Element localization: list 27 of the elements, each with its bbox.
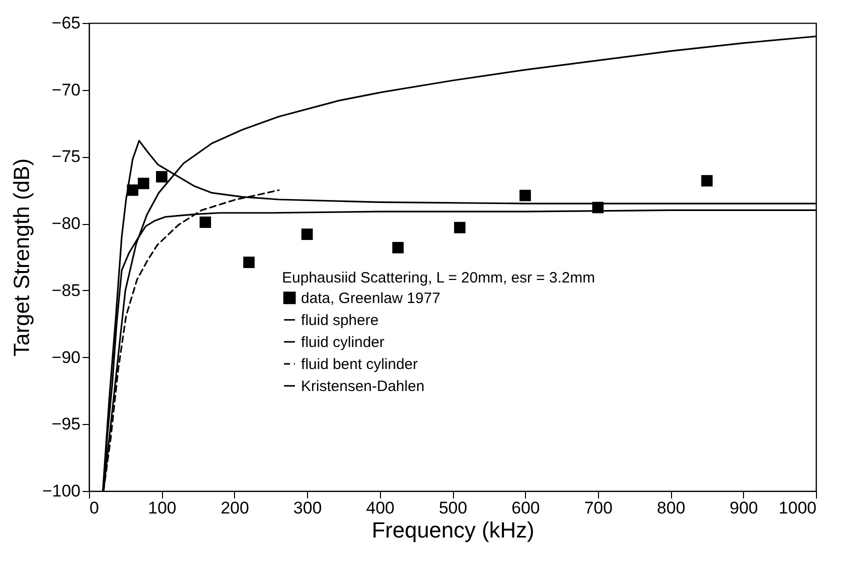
y-tick-label: −75: [52, 147, 80, 166]
y-tick-label: −95: [52, 414, 80, 434]
legend-title: Euphausiid Scattering, L = 20mm, esr = 3.2mm: [282, 269, 595, 286]
x-tick-label: 700: [584, 498, 613, 518]
x-axis-title: Frequency (kHz): [372, 518, 534, 542]
x-tick-label: 100: [148, 498, 176, 518]
y-tick-label: −70: [52, 80, 80, 100]
y-axis-title: Target Strength (dB): [9, 158, 34, 357]
legend-label: Kristensen-Dahlen: [301, 378, 424, 395]
y-tick-label: −80: [52, 214, 80, 234]
y-tick-label: −65: [52, 14, 80, 32]
x-tick-label: 200: [220, 498, 250, 518]
x-tick-label: 1000: [778, 498, 816, 518]
x-tick-label: 800: [656, 498, 686, 518]
x-tick-label: 900: [730, 498, 758, 518]
x-tick-label: 0: [90, 498, 99, 518]
y-tick-label: −90: [52, 348, 80, 367]
x-tick-label: 600: [512, 498, 540, 518]
y-tick-label: −100: [42, 482, 80, 500]
x-tick-label: 300: [293, 498, 322, 518]
legend-label: fluid bent cylinder: [301, 356, 418, 373]
legend-label: data, Greenlaw 1977: [301, 290, 440, 307]
legend-label: fluid sphere: [301, 312, 379, 329]
legend-label: fluid cylinder: [301, 334, 384, 351]
y-tick-label: −85: [52, 280, 80, 300]
x-tick-label: 400: [366, 498, 394, 518]
x-tick-label: 500: [438, 498, 468, 518]
